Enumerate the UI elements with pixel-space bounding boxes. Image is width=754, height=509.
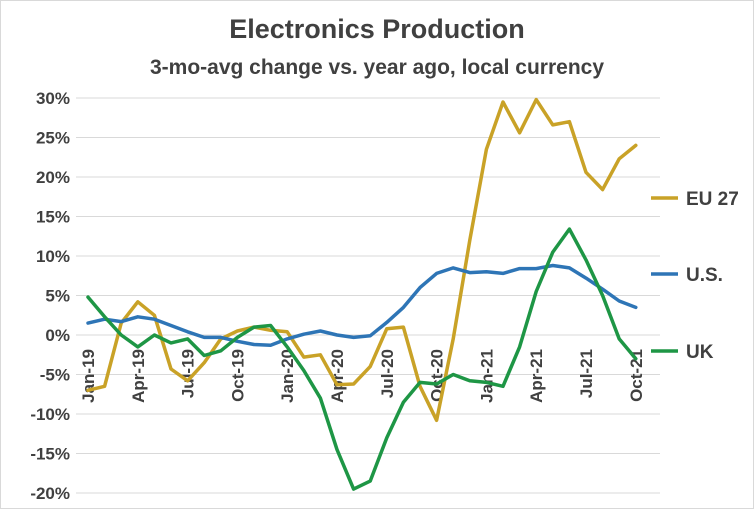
y-tick-label: 10%	[36, 247, 70, 266]
gridlines	[76, 97, 660, 494]
x-tick-label: Apr-21	[527, 349, 546, 403]
x-tick-label: Jul-20	[378, 349, 397, 398]
x-tick-label: Oct-19	[228, 349, 247, 402]
series-line-u-s	[86, 263, 638, 348]
y-tick-label: 0%	[45, 326, 70, 345]
y-tick-label: 20%	[36, 168, 70, 187]
y-tick-label: -15%	[30, 445, 70, 464]
x-tick-label: Jan-20	[278, 349, 297, 403]
x-tick-label: Apr-19	[129, 349, 148, 403]
x-tick-label: Apr-20	[328, 349, 347, 403]
legend-label: EU 27	[686, 189, 739, 210]
y-axis-tick-labels: 30% 25% 20% 15% 10% 5% 0% -5% -10% -15% -20%	[30, 89, 70, 503]
x-tick-label: Jul-21	[577, 349, 596, 398]
x-tick-label: Oct-21	[627, 349, 646, 402]
chart-title: Electronics Production	[229, 14, 525, 44]
series-labels: EU 27 U.S. UK	[651, 189, 739, 363]
series-line-uk	[86, 227, 638, 491]
series-line-eu-27	[86, 97, 638, 423]
legend-label: U.S.	[686, 265, 723, 286]
x-tick-label: Jul-19	[179, 349, 198, 398]
x-tick-label: Jan-21	[477, 349, 496, 403]
chart-subtitle: 3-mo-avg change vs. year ago, local curr…	[149, 56, 605, 79]
x-axis-tick-labels: Jan-19 Apr-19 Jul-19 Oct-19 Jan-20 Apr-20 Jul-…	[79, 349, 646, 403]
y-tick-label: -10%	[30, 405, 70, 424]
y-tick-label: 15%	[36, 208, 70, 227]
y-tick-label: 5%	[45, 287, 70, 306]
x-tick-label: Jan-19	[79, 349, 98, 403]
y-tick-label: 30%	[36, 89, 70, 108]
y-tick-label: -20%	[30, 484, 70, 503]
y-tick-label: -5%	[40, 366, 70, 385]
y-tick-label: 25%	[36, 129, 70, 148]
legend-label: UK	[686, 342, 714, 363]
series-lines	[86, 97, 638, 491]
